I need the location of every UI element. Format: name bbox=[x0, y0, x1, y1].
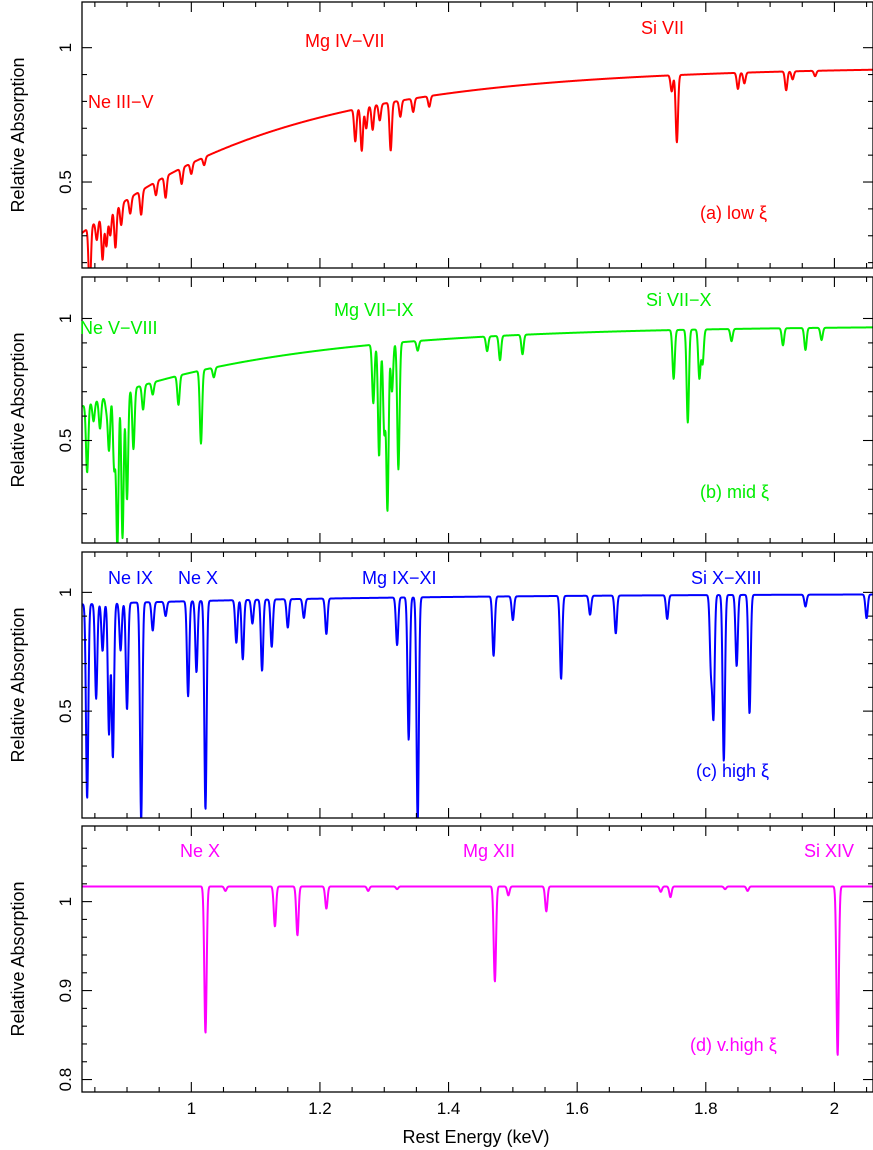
y-tick-label: 1 bbox=[56, 588, 75, 597]
line-annotation: Ne X bbox=[178, 568, 218, 588]
y-tick-label: 0.9 bbox=[56, 979, 75, 1003]
line-annotation: Mg XII bbox=[463, 841, 515, 861]
line-annotation: Ne III−V bbox=[88, 92, 154, 112]
panel-1: 0.5 1 Relative Absorption Ne III−V Mg IV−VII… bbox=[8, 1, 873, 269]
line-annotation: Ne X bbox=[180, 841, 220, 861]
line-annotation: Ne IX bbox=[108, 568, 153, 588]
spectrum-line-1 bbox=[82, 68, 873, 268]
plot-frame bbox=[81, 276, 873, 544]
panel-4: 0.8 0.9 1 Relative Absorption Ne X Mg XII Si X… bbox=[8, 825, 873, 1093]
y-tick-label: 1 bbox=[56, 43, 75, 52]
line-annotation: Si VII−X bbox=[646, 290, 712, 310]
x-tick-label: 1.8 bbox=[694, 1099, 718, 1118]
x-axis-label: Rest Energy (keV) bbox=[402, 1127, 549, 1147]
y-tick-label: 1 bbox=[56, 314, 75, 323]
plot-frame bbox=[81, 1, 873, 269]
x-tick-label: 1.4 bbox=[437, 1099, 461, 1118]
line-annotation: Mg IX−XI bbox=[362, 568, 437, 588]
y-tick-label: 0.5 bbox=[56, 699, 75, 723]
y-tick-label: 0.8 bbox=[56, 1068, 75, 1092]
panels-group: 0.5 1 Relative Absorption Ne III−V Mg IV−VII… bbox=[8, 1, 873, 1118]
line-annotation: Ne V−VIII bbox=[80, 318, 158, 338]
y-axis-label: Relative Absorption bbox=[8, 57, 28, 212]
y-tick-label: 1 bbox=[56, 897, 75, 906]
y-axis-label: Relative Absorption bbox=[8, 332, 28, 487]
y-axis-label: Relative Absorption bbox=[8, 881, 28, 1036]
plot-frame bbox=[81, 825, 873, 1093]
panel-label: (a) low ξ bbox=[700, 203, 767, 223]
line-annotation: Mg VII−IX bbox=[334, 300, 414, 320]
spectrum-line-3 bbox=[82, 593, 873, 818]
line-annotation: Si VII bbox=[641, 18, 684, 38]
panel-2: 0.5 1 Relative Absorption Ne V−VIII Mg VII−I… bbox=[8, 276, 873, 544]
panel-label: (c) high ξ bbox=[696, 761, 769, 781]
line-annotation: Mg IV−VII bbox=[305, 31, 385, 51]
plot-frame bbox=[81, 551, 873, 819]
x-tick-label: 2 bbox=[830, 1099, 839, 1118]
y-tick-label: 0.5 bbox=[56, 170, 75, 194]
x-tick-label: 1 bbox=[187, 1099, 196, 1118]
y-axis-label: Relative Absorption bbox=[8, 607, 28, 762]
spectrum-line-2 bbox=[82, 326, 873, 543]
panel-label: (b) mid ξ bbox=[700, 482, 769, 502]
line-annotation: Si XIV bbox=[804, 841, 854, 861]
x-tick-label: 1.2 bbox=[308, 1099, 332, 1118]
panel-label: (d) v.high ξ bbox=[690, 1035, 777, 1055]
y-tick-label: 0.5 bbox=[56, 429, 75, 453]
x-tick-label: 1.6 bbox=[565, 1099, 589, 1118]
line-annotation: Si X−XIII bbox=[691, 568, 762, 588]
panel-3: 0.5 1 Relative Absorption Ne IX Ne X Mg IX−XI… bbox=[8, 551, 873, 819]
spectrum-line-4 bbox=[82, 885, 873, 1056]
